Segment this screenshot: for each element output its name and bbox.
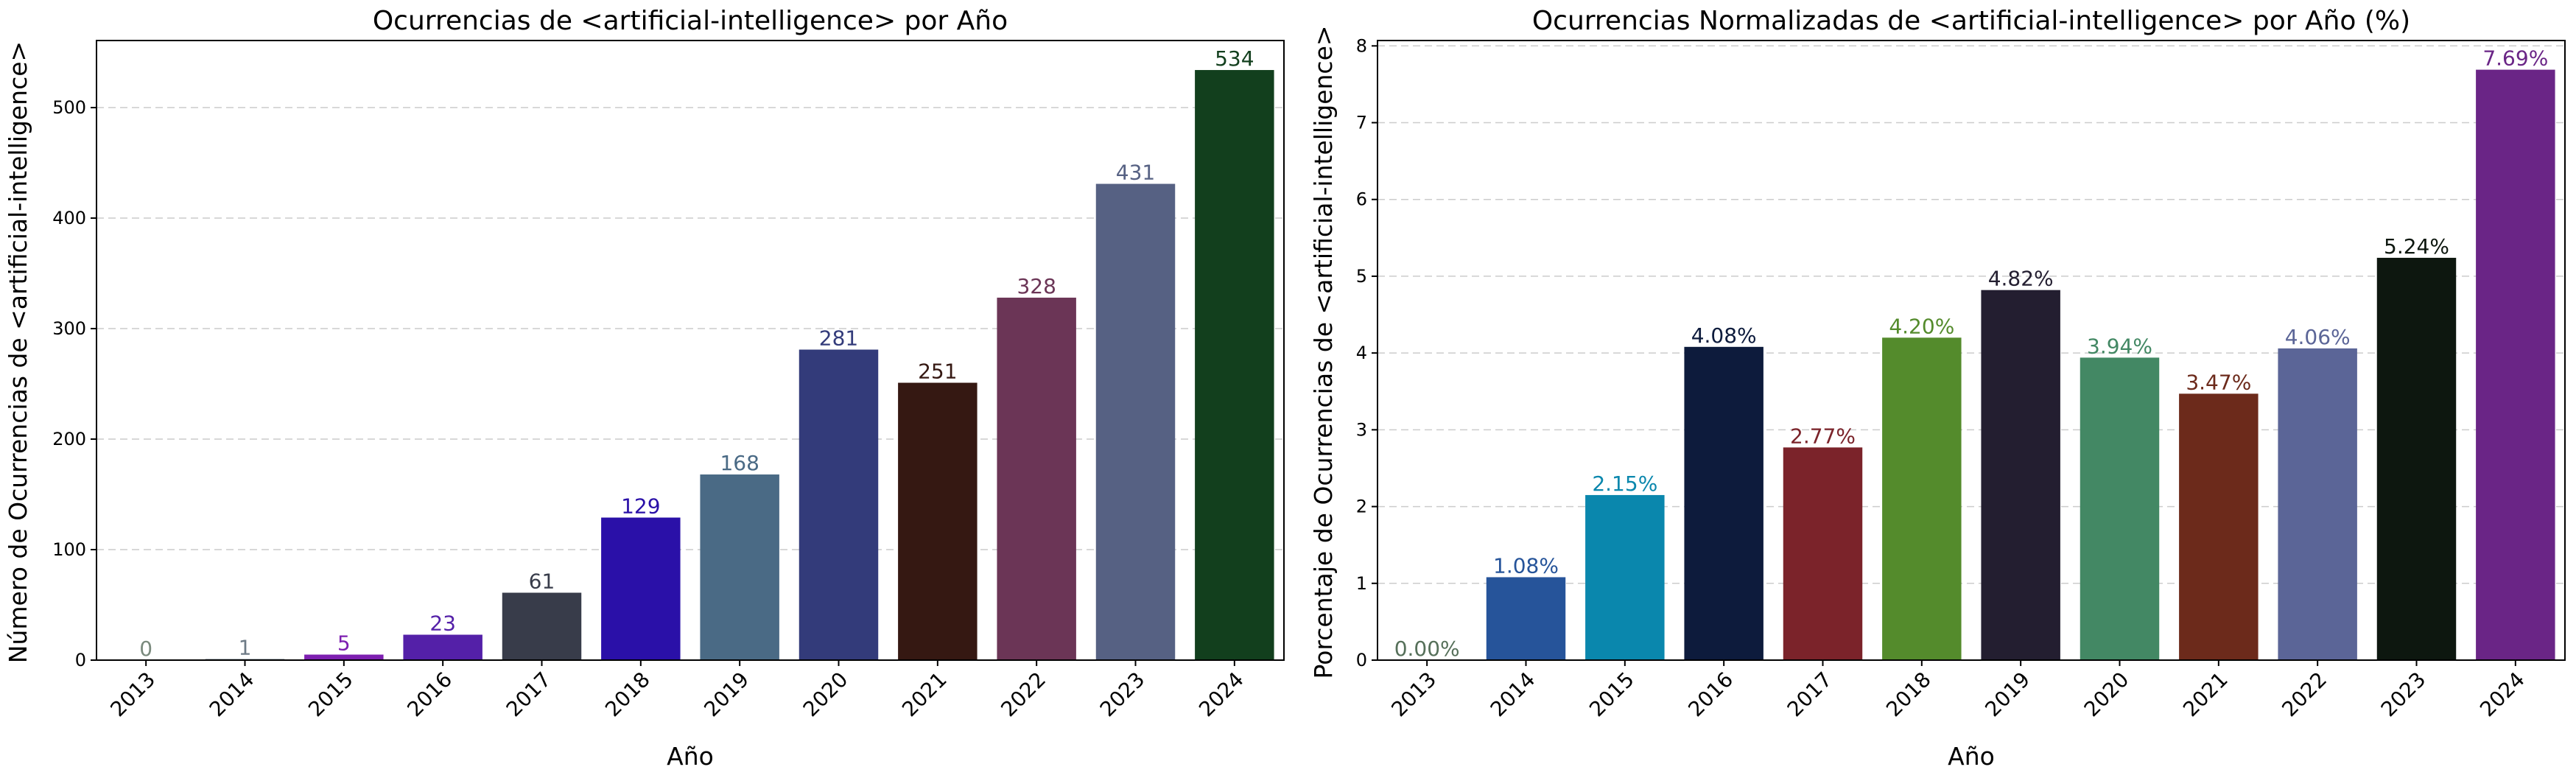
bar-value-label: 1 [239,636,252,660]
x-axis-label: Año [667,742,714,771]
bar-value-label: 1.08% [1493,553,1559,578]
y-axis-label: Porcentaje de Ocurrencias de <artificial… [1309,25,1338,679]
bar [1684,346,1763,660]
bar-value-label: 2.77% [1790,424,1856,448]
bar [403,634,482,660]
x-tick-label: 2023 [1095,667,1150,722]
x-tick-label: 2017 [1783,667,1837,722]
y-tick-label: 0 [75,650,86,670]
x-tick-label: 2020 [799,667,853,722]
bar [1981,290,2060,660]
x-tick-label: 2014 [205,667,259,722]
x-tick-label: 2015 [303,667,358,722]
y-axis-label: Número de Ocurrencias de <artificial-int… [4,41,32,663]
y-tick-label: 0 [1356,650,1367,670]
bar [304,654,384,660]
bar [1486,577,1566,660]
x-tick-label: 2024 [1194,667,1249,722]
bar-value-label: 534 [1215,46,1254,71]
normalized-occurrences-chart: Ocurrencias Normalizadas de <artificial-… [1309,6,2566,771]
y-tick-label: 1 [1356,573,1367,594]
x-tick-label: 2022 [2277,667,2331,722]
bar-value-label: 431 [1116,161,1155,185]
bar [601,517,681,660]
bar-value-label: 129 [621,494,660,519]
bar-value-label: 168 [720,451,759,475]
x-tick-label: 2013 [105,667,160,722]
bar [2080,357,2160,660]
y-tick-label: 100 [52,539,86,560]
bar [1095,183,1176,660]
y-tick-label: 3 [1356,419,1367,440]
bar [799,349,879,660]
bar-value-label: 328 [1017,274,1056,298]
x-tick-label: 2018 [600,667,655,722]
bar [1783,447,1863,660]
x-tick-label: 2022 [996,667,1050,722]
y-tick-label: 8 [1356,35,1367,56]
x-tick-label: 2021 [897,667,952,722]
plot-frame [96,40,1285,661]
y-tick-label: 2 [1356,497,1367,517]
bar-value-label: 23 [429,611,456,636]
bar [898,382,978,660]
bar [2179,393,2259,660]
bar-value-label: 61 [529,570,555,594]
y-tick-label: 200 [52,429,86,449]
chart-title: Ocurrencias de <artificial-intelligence>… [373,6,1008,36]
bar-value-label: 5 [337,631,351,656]
y-tick-label: 500 [52,97,86,118]
bar-value-label: 4.06% [2285,325,2351,349]
x-tick-label: 2021 [2178,667,2233,722]
x-tick-label: 2018 [1881,667,1936,722]
x-tick-label: 2015 [1584,667,1639,722]
x-tick-label: 2013 [1386,667,1441,722]
y-tick-label: 400 [52,208,86,228]
x-tick-label: 2016 [402,667,457,722]
x-tick-label: 2024 [2475,667,2530,722]
y-tick-label: 6 [1356,189,1367,210]
x-tick-label: 2023 [2376,667,2431,722]
bar [2476,69,2555,660]
bar-value-label: 0 [139,637,152,661]
occurrences-chart: Ocurrencias de <artificial-intelligence>… [4,6,1285,771]
y-tick-label: 300 [52,318,86,339]
bar-value-label: 251 [918,360,957,384]
bar-value-label: 4.82% [1988,267,2054,291]
bar-value-label: 4.08% [1691,323,1757,348]
bar [1882,337,1962,660]
bar-value-label: 3.47% [2186,370,2251,394]
y-tick-label: 7 [1356,113,1367,133]
y-tick-label: 5 [1356,266,1367,287]
bar [1195,70,1274,661]
x-tick-label: 2020 [2080,667,2134,722]
bar [2376,257,2457,660]
bar-value-label: 3.94% [2087,334,2152,358]
bar-value-label: 2.15% [1592,472,1657,496]
x-axis-label: Año [1948,742,1995,771]
y-tick-label: 4 [1356,343,1367,363]
bar [700,474,779,660]
x-tick-label: 2019 [699,667,754,722]
x-tick-label: 2014 [1486,667,1540,722]
bar-value-label: 5.24% [2384,234,2449,259]
bar [502,592,582,660]
x-tick-label: 2019 [1980,667,2035,722]
bar-value-label: 4.20% [1889,314,1954,338]
bar [1585,494,1665,660]
x-tick-label: 2017 [502,667,556,722]
chart-title: Ocurrencias Normalizadas de <artificial-… [1532,6,2410,36]
x-tick-label: 2016 [1683,667,1738,722]
bar-value-label: 0.00% [1394,637,1460,661]
bar [997,298,1076,660]
bar [2278,348,2357,660]
plot-frame [1377,40,2566,661]
bar-value-label: 281 [819,326,858,351]
bar-value-label: 7.69% [2482,46,2548,71]
